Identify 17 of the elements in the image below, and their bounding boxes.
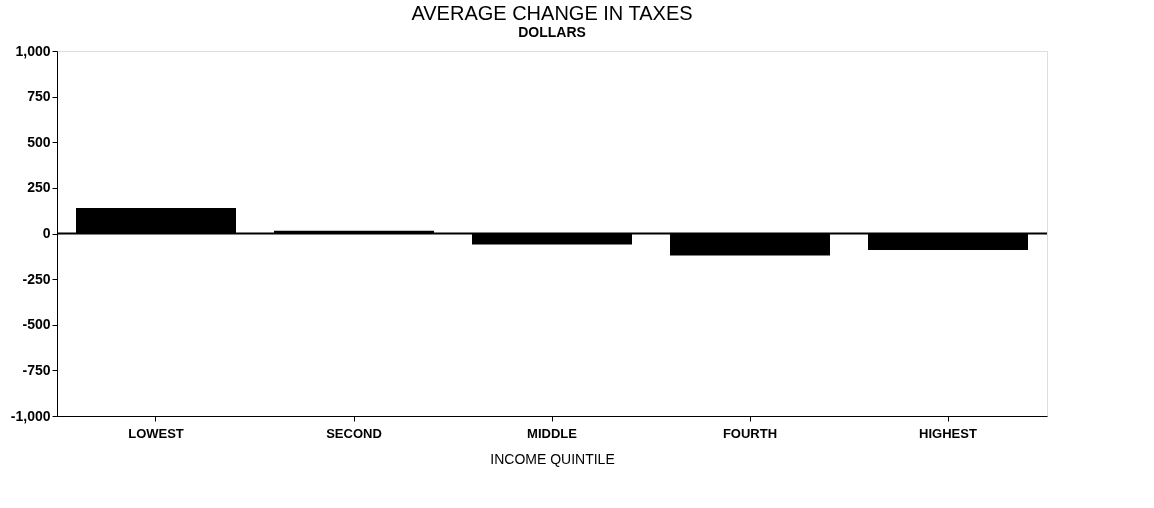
x-tick-label: MIDDLE <box>527 425 578 441</box>
y-tick-label: -500 <box>22 316 51 333</box>
y-tick-label: -250 <box>22 270 51 287</box>
x-tick-label: SECOND <box>326 425 382 441</box>
x-tick-label: HIGHEST <box>919 425 977 441</box>
y-tick-label: 500 <box>27 133 51 150</box>
y-tick-label: 1,000 <box>15 42 51 59</box>
x-axis-title: INCOME QUINTILE <box>490 450 615 467</box>
y-tick-label: -750 <box>22 361 51 378</box>
y-tick-label: 750 <box>27 88 51 105</box>
chart-title: AVERAGE CHANGE IN TAXES <box>411 2 693 24</box>
y-tick-label: 250 <box>27 179 51 196</box>
x-tick-label: FOURTH <box>722 425 778 441</box>
y-tick-label: 0 <box>42 225 51 241</box>
x-tick-label: LOWEST <box>128 425 184 441</box>
y-tick-label: -1,000 <box>10 407 51 424</box>
y-axis-title: DOLLARS <box>518 24 586 40</box>
